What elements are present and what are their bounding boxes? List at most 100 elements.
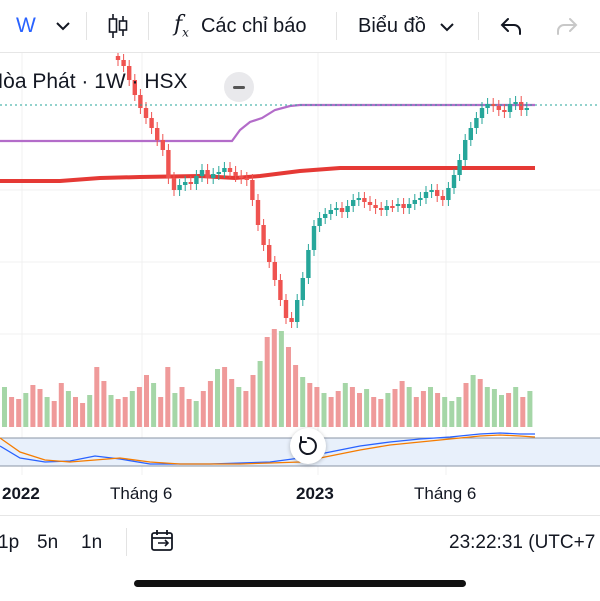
- volume-bar: [44, 397, 50, 427]
- volume-bar: [257, 361, 263, 427]
- volume-bar: [392, 389, 398, 427]
- candle-body: [524, 108, 529, 110]
- volume-bar: [321, 393, 327, 427]
- volume-bar: [271, 329, 277, 427]
- candle-body: [272, 262, 277, 280]
- candle-body: [171, 178, 177, 190]
- volume-bar: [200, 391, 206, 427]
- chart-type-button[interactable]: Biểu đồ: [358, 0, 454, 52]
- chart-pane[interactable]: [0, 53, 600, 515]
- candle-body: [132, 80, 137, 95]
- candle-body: [502, 110, 507, 112]
- volume-bar: [193, 401, 199, 427]
- volume-bar: [94, 367, 100, 427]
- volume-bar: [229, 379, 235, 427]
- candle-body: [418, 198, 423, 200]
- ma-red-line: [0, 166, 535, 183]
- candle-body: [267, 245, 272, 262]
- toolbar-divider: [86, 12, 87, 40]
- volume-bar: [129, 391, 135, 427]
- undo-icon[interactable]: [499, 0, 523, 52]
- volume-bar: [243, 391, 249, 427]
- candle-body: [244, 178, 249, 180]
- candlestick-icon[interactable]: [106, 0, 130, 52]
- time-axis-label: 2023: [296, 484, 334, 503]
- calendar-range-icon[interactable]: [150, 529, 176, 559]
- candle-body: [390, 206, 395, 208]
- volume-bar: [172, 393, 178, 427]
- candle-body: [351, 200, 356, 206]
- indicators-button[interactable]: fx Các chỉ báo: [174, 0, 307, 52]
- volume-bar: [179, 387, 185, 427]
- symbol-legend[interactable]: Hòa Phát · 1W · HSX: [0, 70, 188, 94]
- toolbar-divider: [336, 12, 337, 40]
- candle-body: [435, 190, 440, 196]
- volume-bar: [328, 397, 334, 427]
- volume-bar: [435, 393, 441, 427]
- candle-body: [194, 176, 199, 184]
- volume-bar: [37, 389, 43, 427]
- candle-body: [255, 200, 261, 225]
- candle-body: [149, 118, 154, 128]
- volume-bar: [300, 377, 306, 427]
- chart-canvas: [0, 53, 600, 475]
- volume-bar: [484, 387, 490, 427]
- home-indicator: [134, 580, 466, 587]
- clock-timezone[interactable]: 23:22:31 (UTC+7: [449, 532, 596, 553]
- volume-bar: [385, 393, 391, 427]
- range-button[interactable]: 5n: [37, 532, 59, 553]
- candle-body: [463, 140, 468, 160]
- time-axis-label: 2022: [2, 484, 40, 503]
- volume-bar: [136, 387, 142, 427]
- candle-body: [457, 160, 462, 175]
- top-toolbar: W fx Các chỉ báo Biểu đồ: [0, 0, 600, 53]
- toolbar-divider: [478, 12, 479, 40]
- candle-body: [334, 208, 339, 210]
- volume-bar: [250, 375, 256, 427]
- candle-body: [317, 218, 322, 226]
- candle-body: [121, 60, 126, 66]
- redo-icon[interactable]: [555, 0, 579, 52]
- candle-body: [188, 182, 193, 184]
- candle-body: [233, 172, 238, 176]
- candle-body: [474, 118, 479, 128]
- volume-bar: [456, 397, 462, 427]
- volume-bar: [108, 395, 114, 427]
- volume-bar: [2, 387, 7, 427]
- volume-bar: [527, 391, 533, 427]
- candle-body: [216, 172, 221, 174]
- range-button[interactable]: 1p: [0, 532, 20, 553]
- candle-body: [379, 208, 384, 210]
- volume-bar: [499, 395, 504, 427]
- candle-body: [166, 150, 171, 178]
- candle-body: [278, 280, 283, 300]
- candle-body: [205, 170, 210, 178]
- reset-icon[interactable]: [290, 428, 326, 464]
- oscillator-orange-line: [0, 434, 536, 465]
- candle-body: [446, 188, 451, 200]
- candle-body: [328, 210, 333, 214]
- candle-body: [373, 205, 378, 208]
- volume-bar: [470, 375, 476, 427]
- candle-body: [127, 66, 132, 80]
- volume-bar: [122, 397, 128, 427]
- oscillator-blue-line: [0, 432, 535, 465]
- volume-bar: [101, 381, 107, 427]
- volume-bar: [207, 381, 213, 427]
- candle-body: [300, 278, 305, 300]
- legend-collapse-button[interactable]: [224, 72, 254, 102]
- minus-icon: [233, 85, 245, 89]
- volume-bar: [115, 399, 121, 427]
- volume-bar: [520, 397, 526, 427]
- chevron-down-icon: [440, 15, 454, 38]
- volume-bar: [30, 385, 36, 427]
- candle-body: [115, 56, 121, 60]
- range-button[interactable]: 1n: [81, 532, 103, 553]
- candle-body: [513, 102, 518, 104]
- candle-body: [222, 168, 227, 172]
- chevron-down-icon[interactable]: [56, 0, 70, 52]
- volume-bar: [477, 379, 483, 427]
- candle-body: [199, 170, 205, 176]
- interval-selector[interactable]: W: [16, 0, 36, 52]
- candle-body: [429, 190, 434, 192]
